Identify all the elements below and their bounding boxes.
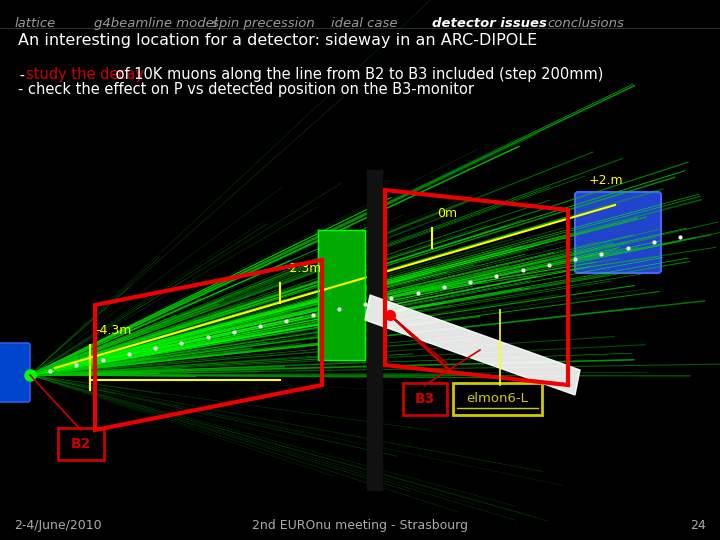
FancyBboxPatch shape — [453, 383, 542, 415]
Text: 2nd EUROnu meeting - Strasbourg: 2nd EUROnu meeting - Strasbourg — [252, 519, 468, 532]
Text: B3: B3 — [415, 392, 435, 406]
Text: B2: B2 — [71, 437, 91, 451]
Text: An interesting location for a detector: sideway in an ARC-DIPOLE: An interesting location for a detector: … — [18, 33, 537, 49]
FancyBboxPatch shape — [58, 428, 104, 460]
Text: lattice: lattice — [14, 17, 55, 30]
Text: study the decay: study the decay — [26, 68, 144, 83]
Text: -2.3m: -2.3m — [285, 262, 321, 275]
Text: detector issues: detector issues — [432, 17, 547, 30]
Text: 24: 24 — [690, 519, 706, 532]
Text: conclusions: conclusions — [547, 17, 624, 30]
Text: g4beamline model: g4beamline model — [94, 17, 217, 30]
Text: elmon6-L: elmon6-L — [466, 393, 528, 406]
Polygon shape — [367, 170, 382, 490]
Text: of 10K muons along the line from B2 to B3 included (step 200mm): of 10K muons along the line from B2 to B… — [111, 68, 603, 83]
Text: ideal case: ideal case — [331, 17, 397, 30]
Text: +2.m: +2.m — [589, 174, 624, 187]
Text: -4.3m: -4.3m — [95, 324, 131, 337]
FancyBboxPatch shape — [0, 343, 30, 402]
Text: spin precession: spin precession — [212, 17, 315, 30]
Text: -: - — [18, 68, 35, 83]
Text: 0m: 0m — [437, 207, 457, 220]
Text: - check the effect on P vs detected position on the B3-monitor: - check the effect on P vs detected posi… — [18, 82, 474, 97]
Polygon shape — [365, 295, 580, 395]
FancyBboxPatch shape — [403, 383, 447, 415]
FancyBboxPatch shape — [575, 192, 661, 273]
Polygon shape — [318, 230, 365, 360]
Text: 2-4/June/2010: 2-4/June/2010 — [14, 519, 102, 532]
